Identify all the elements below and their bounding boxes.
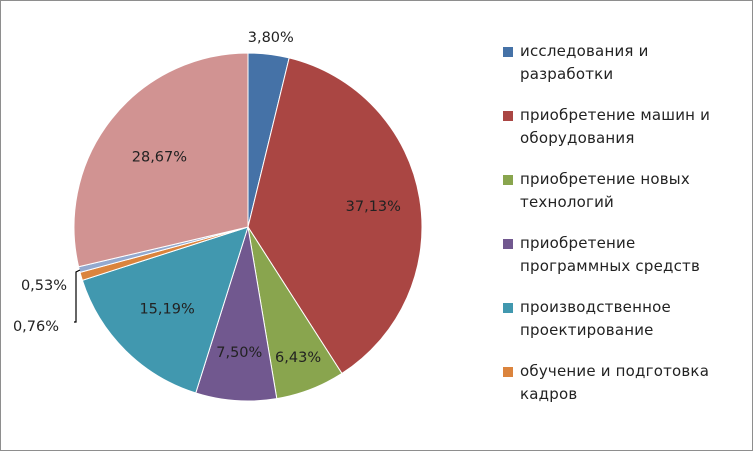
slice-value-label: 0,53% (21, 278, 67, 294)
legend-label: обучение и подготовка кадров (520, 362, 710, 403)
legend-swatch (503, 303, 513, 313)
legend-item-software: приобретение программных средств (503, 232, 743, 296)
pie-slice (81, 226, 249, 394)
legend-label: производственное проектирование (520, 298, 671, 339)
legend-swatch (503, 175, 513, 185)
legend-label: приобретение машин и оборудования (520, 106, 711, 147)
legend-item-training: обучение и подготовка кадров (503, 360, 743, 424)
pie-slices (73, 52, 423, 402)
legend: исследования и разработки приобретение м… (503, 40, 743, 424)
legend-swatch (503, 239, 513, 249)
slice-value-label: 6,43% (275, 350, 321, 366)
legend-swatch (503, 111, 513, 121)
legend-item-machinery: приобретение машин и оборудования (503, 104, 743, 168)
legend-item-research: исследования и разработки (503, 40, 743, 104)
slice-value-label: 7,50% (216, 345, 262, 361)
legend-label: исследования и разработки (520, 42, 649, 83)
leader-lines (74, 269, 81, 323)
slice-labels: 3,80% 37,13% 6,43% 7,50% 15,19% 0,76% 0,53% 28,… (13, 30, 401, 366)
slice-value-label: 37,13% (346, 199, 401, 215)
slice-value-label: 0,76% (13, 319, 59, 335)
legend-label: приобретение программных средств (520, 234, 701, 275)
legend-item-technologies: приобретение новых технологий (503, 168, 743, 232)
legend-label: приобретение новых технологий (520, 170, 690, 211)
pie-slice (73, 52, 249, 268)
legend-swatch (503, 367, 513, 377)
slice-value-label: 15,19% (139, 302, 194, 318)
slice-value-label: 28,67% (132, 150, 187, 166)
legend-swatch (503, 47, 513, 57)
legend-item-design: производственное проектирование (503, 296, 743, 360)
slice-value-label: 3,80% (248, 30, 294, 46)
leader-line (74, 269, 81, 323)
